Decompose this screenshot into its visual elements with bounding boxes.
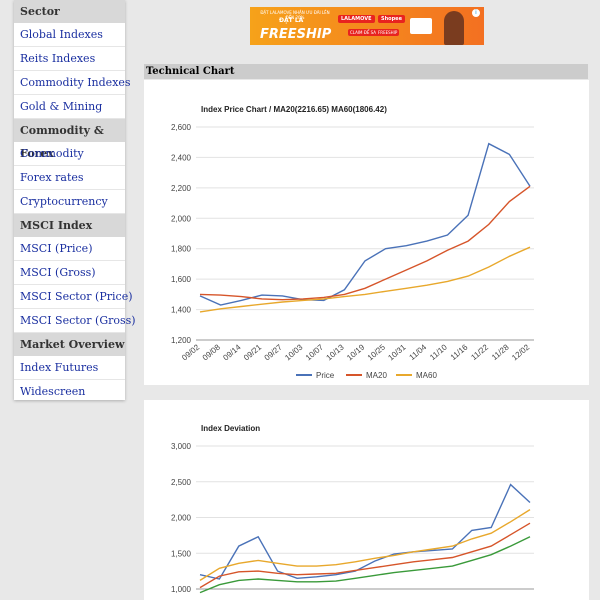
x-tick-label: 11/28 — [490, 342, 511, 362]
y-tick-label: 3,000 — [171, 442, 192, 451]
y-tick-label: 1,500 — [171, 549, 192, 558]
banner-midtext: ĐẶT LÀ — [279, 17, 304, 24]
section-title: Technical Chart — [144, 64, 588, 79]
sidebar: Sector Global Indexes Reits Indexes Commodi… — [14, 0, 136, 404]
x-tick-label: 10/19 — [345, 342, 367, 362]
y-tick-label: 2,000 — [171, 514, 192, 523]
truck-icon — [410, 18, 432, 34]
price-chart: Index Price Chart / MA20(2216.65) MA60(1… — [171, 105, 534, 380]
y-tick-label: 1,200 — [171, 336, 192, 345]
y-tick-label: 2,200 — [171, 184, 192, 193]
sidebar-item-msci-sector-price[interactable]: MSCI Sector (Price) — [14, 285, 133, 309]
deviation-chart: Index Deviation 1,000 1,500 2,000 2,500 3,000 — [171, 424, 534, 594]
y-tick-label: 1,600 — [171, 275, 192, 284]
x-tick-label: 09/02 — [180, 342, 202, 362]
sidebar-group-header: Sector — [14, 0, 125, 23]
series-line-ma60 — [199, 246, 531, 313]
chart-title: Index Price Chart / MA20(2216.65) MA60(1… — [201, 105, 387, 114]
y-tick-label: 1,000 — [171, 585, 192, 594]
series-line-2 — [199, 509, 531, 581]
sidebar-group-header: Market Overview — [14, 333, 125, 356]
y-tick-label: 1,800 — [171, 245, 192, 254]
y-tick-label: 2,500 — [171, 478, 192, 487]
sidebar-item-forex-rates[interactable]: Forex rates — [14, 166, 125, 190]
x-tick-label: 09/27 — [263, 342, 285, 362]
deviation-chart-panel: Index Deviation 1,000 1,500 2,000 2,500 3,000 — [144, 400, 589, 600]
chart-title: Index Deviation — [201, 424, 260, 433]
banner-pill: CLAIM ĐỂ SALE — [348, 29, 383, 36]
y-tick-label: 1,400 — [171, 306, 192, 315]
y-tick-label: 2,600 — [171, 123, 192, 132]
sidebar-item-cryptocurrency[interactable]: Cryptocurrency — [14, 190, 125, 214]
person-image — [444, 11, 464, 45]
sidebar-item-widescreen[interactable]: Widescreen — [14, 380, 125, 404]
x-tick-label: 10/13 — [325, 342, 347, 362]
x-tick-label: 10/25 — [366, 342, 388, 362]
series-line-price — [199, 142, 531, 306]
series-line-ma20 — [199, 185, 531, 301]
sidebar-item-global-indexes[interactable]: Global Indexes — [14, 23, 125, 47]
legend-label: Price — [316, 371, 335, 380]
banner-logo: LALAMOVE — [338, 15, 375, 23]
x-tick-label: 11/22 — [469, 342, 490, 362]
banner-subtext: ĐẶT LALAMOVE NHẬN ƯU ĐÃI LÊN ĐẾN 20% — [260, 10, 330, 20]
legend-label: MA60 — [416, 371, 437, 380]
sidebar-item-msci-gross[interactable]: MSCI (Gross) — [14, 261, 125, 285]
banner-pill-2: FREESHIP — [376, 29, 400, 36]
sidebar-item-commodity[interactable]: Commodity — [14, 142, 125, 166]
x-tick-label: 10/03 — [283, 342, 305, 362]
x-tick-label: 09/21 — [242, 342, 264, 362]
series-line-1 — [199, 483, 531, 580]
ad-info-icon[interactable]: i — [472, 9, 480, 17]
banner-logo-2: Shopee — [378, 15, 405, 23]
x-tick-label: 11/10 — [428, 342, 449, 362]
x-tick-label: 12/02 — [510, 342, 532, 362]
x-tick-label: 09/08 — [201, 342, 223, 362]
series-line-4 — [199, 536, 531, 594]
sidebar-item-msci-price[interactable]: MSCI (Price) — [14, 237, 125, 261]
x-tick-label: 11/04 — [407, 342, 428, 362]
y-tick-label: 2,400 — [171, 153, 192, 162]
x-tick-label: 10/31 — [386, 342, 408, 362]
y-tick-label: 2,000 — [171, 214, 192, 223]
legend-label: MA20 — [366, 371, 387, 380]
sidebar-group-header: MSCI Index — [14, 214, 125, 237]
sidebar-item-index-futures[interactable]: Index Futures — [14, 356, 125, 380]
x-tick-label: 09/14 — [221, 342, 243, 362]
series-line-3 — [199, 522, 531, 589]
price-chart-panel: Index Price Chart / MA20(2216.65) MA60(1… — [144, 80, 589, 385]
banner-headline: FREESHIP — [260, 27, 332, 42]
sidebar-item-gold-mining[interactable]: Gold & Mining — [14, 95, 125, 119]
sidebar-item-commodity-indexes[interactable]: Commodity Indexes — [14, 71, 131, 95]
x-tick-label: 10/07 — [304, 342, 326, 362]
sidebar-item-reits-indexes[interactable]: Reits Indexes — [14, 47, 125, 71]
ad-banner[interactable]: ĐẶT LALAMOVE NHẬN ƯU ĐÃI LÊN ĐẾN 20% ĐẶT… — [250, 7, 484, 45]
sidebar-item-msci-sector-gross[interactable]: MSCI Sector (Gross) — [14, 309, 136, 333]
x-tick-label: 11/16 — [449, 342, 470, 362]
sidebar-group-header: Commodity & Forex — [14, 119, 125, 160]
